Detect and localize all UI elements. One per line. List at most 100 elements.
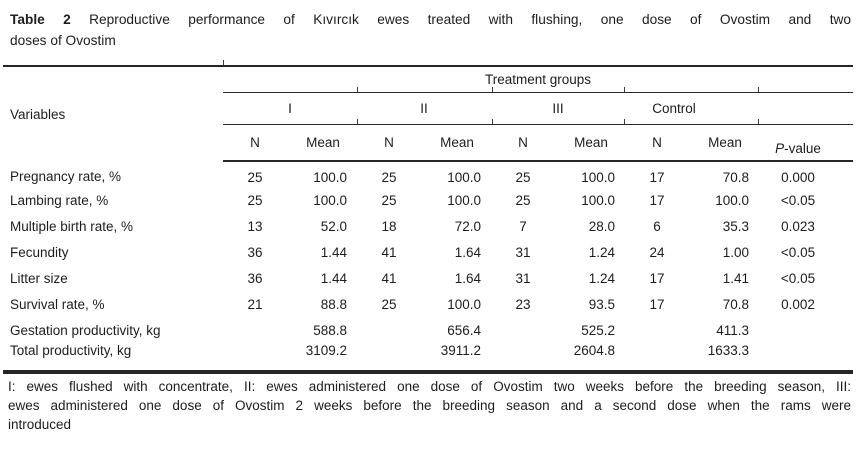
group-header-spacer	[759, 92, 854, 125]
n-value: 25	[247, 169, 263, 185]
table-border-tick	[758, 119, 759, 124]
group-header-3: III	[491, 92, 625, 125]
table-caption: Table 2 Reproductive performance of Kıvı…	[10, 9, 851, 51]
n-value: 24	[649, 244, 665, 260]
n-value: 36	[247, 244, 263, 260]
table-header: Variables Treatment groups I II III Cont…	[3, 66, 854, 162]
table-border-tick	[357, 119, 358, 124]
mean-value: 100.0	[447, 169, 481, 185]
mean-value: 3109.2	[305, 343, 347, 358]
n-value: 17	[649, 296, 665, 312]
table-border-tick	[492, 87, 493, 92]
group-header-2: II	[357, 92, 491, 125]
mean-value: 100.0	[581, 169, 615, 185]
col-header-p-value: P-value	[759, 124, 854, 162]
table-row: Litter size 36 1.44 41 1.64 31 1.24 17 1…	[3, 265, 853, 291]
n-value: 25	[381, 169, 397, 185]
n-value	[625, 317, 681, 343]
mean-value: 100.0	[313, 169, 347, 185]
mean-value: 1.24	[588, 270, 615, 286]
mean-value: 100.0	[581, 192, 615, 208]
row-label: Total productivity, kg	[10, 343, 132, 358]
p-value: <0.05	[780, 244, 816, 260]
table-row: Multiple birth rate, % 13 52.0 18 72.0 7…	[3, 213, 853, 239]
n-value: 41	[381, 244, 397, 260]
n-value: 36	[247, 270, 263, 286]
mean-value: 1.64	[454, 244, 481, 260]
n-value	[625, 343, 681, 371]
footnote-line: introduced	[8, 417, 72, 432]
mean-value: 28.0	[588, 218, 615, 234]
table-border-tick	[624, 119, 625, 124]
mean-value: 525.2	[581, 322, 615, 338]
mean-value: 1.24	[588, 244, 615, 260]
n-value: 25	[381, 296, 397, 312]
data-table-wrapper: Variables Treatment groups I II III Cont…	[3, 60, 854, 372]
table-row: Survival rate, % 21 88.8 25 100.0 23 93.…	[3, 291, 853, 317]
table-row: Lambing rate, % 25 100.0 25 100.0 25 100…	[3, 187, 853, 213]
document-page: Table 2 Reproductive performance of Kıvı…	[3, 9, 854, 432]
p-value	[759, 343, 853, 371]
table-border-tick	[624, 87, 625, 92]
mean-value: 1.00	[722, 244, 749, 260]
n-value: 6	[653, 218, 661, 234]
n-value: 17	[649, 270, 665, 286]
footnote-line: ewes administered one dose of Ovostim 2 …	[8, 398, 851, 413]
n-value: 31	[515, 244, 531, 260]
n-value: 25	[515, 192, 531, 208]
mean-value: 52.0	[320, 218, 347, 234]
n-value	[223, 343, 279, 371]
col-header-mean-3: Mean	[547, 124, 625, 162]
table-row: Pregnancy rate, % 25 100.0 25 100.0 25 1…	[3, 161, 853, 187]
p-value	[759, 317, 853, 343]
mean-value: 1.41	[722, 270, 749, 286]
row-label: Gestation productivity, kg	[10, 322, 161, 338]
col-header-n-1: N	[223, 124, 279, 162]
p-value: <0.05	[780, 192, 816, 208]
mean-value: 100.0	[715, 192, 749, 208]
row-label: Survival rate, %	[10, 296, 105, 312]
col-header-mean-4: Mean	[681, 124, 759, 162]
p-value: <0.05	[780, 270, 816, 286]
mean-value: 70.8	[722, 169, 749, 185]
col-header-n-2: N	[357, 124, 413, 162]
p-value: 0.002	[781, 296, 815, 312]
col-header-mean-2: Mean	[413, 124, 491, 162]
n-value	[491, 317, 547, 343]
n-value: 25	[247, 192, 263, 208]
n-value: 31	[515, 270, 531, 286]
mean-value: 93.5	[588, 296, 615, 312]
variables-header: Variables	[10, 106, 66, 122]
n-value	[357, 317, 413, 343]
col-header-n-4: N	[625, 124, 681, 162]
mean-value: 1.44	[320, 270, 347, 286]
caption-text: Reproductive performance of Kıvırcık ewe…	[89, 12, 851, 27]
n-value: 25	[515, 169, 531, 185]
table-border-tick	[492, 119, 493, 124]
mean-value: 411.3	[716, 322, 749, 338]
p-value: 0.023	[781, 218, 815, 234]
mean-value: 1.44	[320, 244, 347, 260]
row-label: Multiple birth rate, %	[10, 218, 134, 234]
mean-value: 656.4	[447, 322, 481, 338]
treatment-groups-header: Treatment groups	[223, 66, 854, 93]
table-body: Pregnancy rate, % 25 100.0 25 100.0 25 1…	[3, 161, 853, 371]
n-value: 17	[649, 169, 665, 185]
n-value: 7	[519, 218, 527, 234]
table-row: Gestation productivity, kg 588.8 656.4 5…	[3, 317, 853, 343]
caption-line-1: Table 2 Reproductive performance of Kıvı…	[10, 9, 851, 30]
mean-value: 3911.2	[440, 343, 481, 358]
footnote-line: I: ewes flushed with concentrate, II: ew…	[8, 379, 851, 394]
n-value: 23	[515, 296, 531, 312]
mean-value: 1.64	[454, 270, 481, 286]
n-value: 21	[247, 296, 263, 312]
group-header-1: I	[223, 92, 357, 125]
caption-line-2: doses of Ovostim	[10, 33, 116, 48]
caption-table-number: Table 2	[10, 12, 71, 27]
n-value	[223, 317, 279, 343]
table-border-tick	[758, 87, 759, 92]
mean-value: 35.3	[722, 218, 749, 234]
mean-value: 100.0	[313, 192, 347, 208]
n-value: 41	[381, 270, 397, 286]
p-value-suffix: -value	[784, 141, 821, 156]
